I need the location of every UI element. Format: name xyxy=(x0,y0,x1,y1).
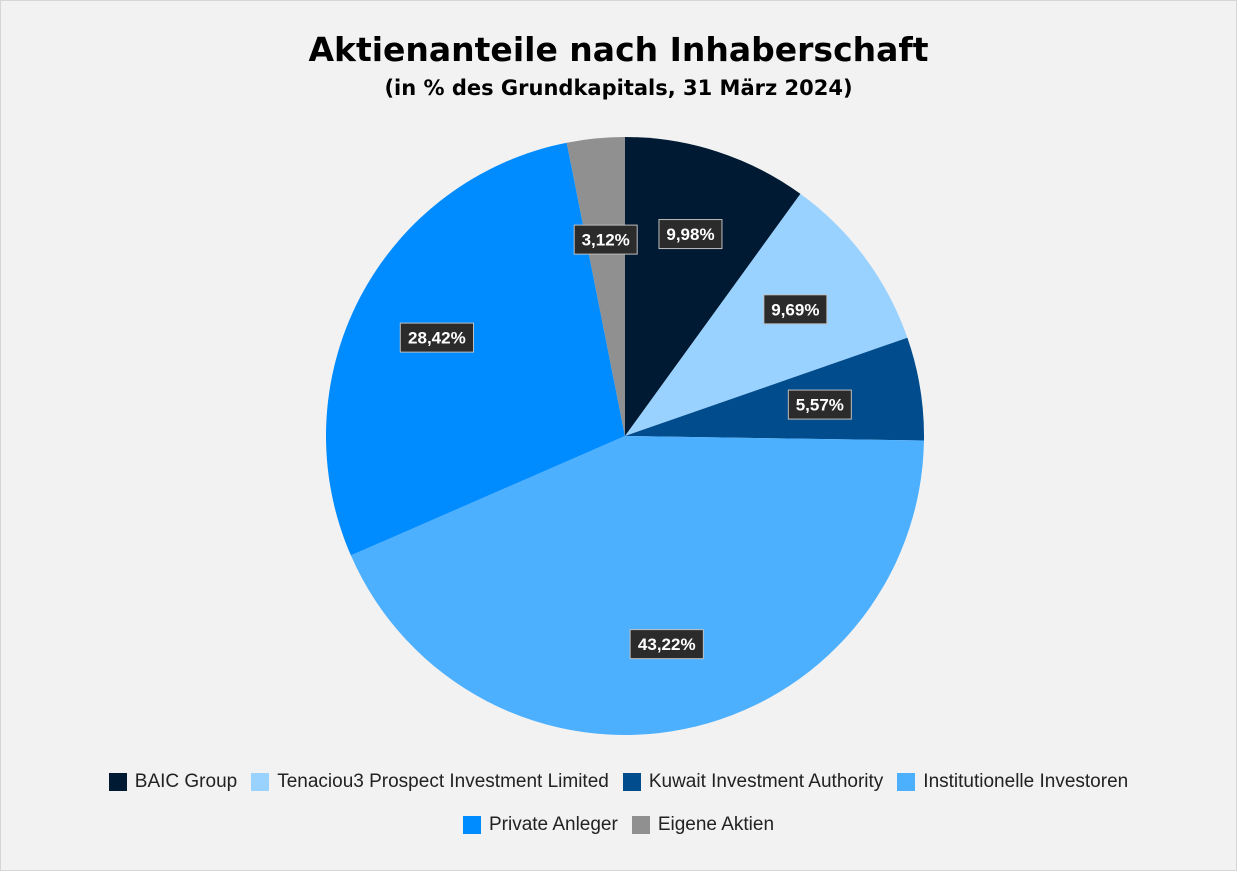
legend-item-4: Private Anleger xyxy=(462,814,618,836)
legend-item-5: Eigene Aktien xyxy=(631,814,775,836)
legend-label-4: Private Anleger xyxy=(488,814,618,835)
legend-label-0: BAIC Group xyxy=(134,771,238,792)
chart-subtitle: (in % des Grundkapitals, 31 März 2024) xyxy=(384,76,853,100)
svg-text:9,69%: 9,69% xyxy=(771,300,819,319)
svg-text:43,22%: 43,22% xyxy=(638,635,696,654)
svg-text:5,57%: 5,57% xyxy=(796,396,844,415)
legend-item-3: Institutionelle Investoren xyxy=(897,771,1128,793)
pie-slice-3 xyxy=(350,436,924,735)
legend-item-1: Tenaciou3 Prospect Investment Limited xyxy=(251,771,609,793)
pie-slice-5 xyxy=(566,137,625,436)
svg-text:28,42%: 28,42% xyxy=(408,329,466,348)
legend-swatch-1 xyxy=(251,773,270,791)
slice-label-2: 5,57% xyxy=(787,389,852,420)
chart-title: Aktienanteile nach Inhaberschaft xyxy=(308,30,929,69)
slice-label-0: 9,98% xyxy=(658,219,723,250)
legend-item-2: Kuwait Investment Authority xyxy=(622,771,884,793)
legend-swatch-3 xyxy=(897,773,916,791)
legend-label-3: Institutionelle Investoren xyxy=(923,771,1129,792)
legend: BAIC Group Tenaciou3 Prospect Investment … xyxy=(0,771,1237,793)
svg-text:9,98%: 9,98% xyxy=(666,225,714,244)
legend-item-0: BAIC Group xyxy=(108,771,238,793)
svg-text:3,12%: 3,12% xyxy=(582,231,630,250)
legend-swatch-0 xyxy=(108,773,127,791)
slice-label-3: 43,22% xyxy=(629,629,704,660)
legend-label-1: Tenaciou3 Prospect Investment Limited xyxy=(277,771,609,792)
slice-label-1: 9,69% xyxy=(763,294,828,325)
legend-label-2: Kuwait Investment Authority xyxy=(648,771,884,792)
pie-slice-4 xyxy=(325,142,625,556)
slice-label-5: 3,12% xyxy=(573,224,638,255)
legend-swatch-5 xyxy=(631,816,650,834)
legend-second-row: Private Anleger Eigene Aktien xyxy=(0,814,1237,836)
legend-swatch-2 xyxy=(622,773,641,791)
pie-slice-0 xyxy=(625,137,801,436)
slice-label-4: 28,42% xyxy=(399,322,474,353)
legend-swatch-4 xyxy=(462,816,481,834)
legend-label-5: Eigene Aktien xyxy=(657,814,775,835)
